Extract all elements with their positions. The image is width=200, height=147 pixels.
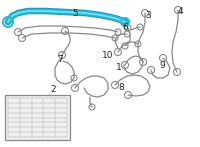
Bar <box>5 95 70 140</box>
Text: 5: 5 <box>72 10 78 19</box>
Text: 8: 8 <box>118 83 124 92</box>
Text: 3: 3 <box>145 10 151 20</box>
Text: 7: 7 <box>57 56 63 65</box>
Text: 10: 10 <box>102 51 114 60</box>
Text: 2: 2 <box>50 86 56 95</box>
Text: 9: 9 <box>159 61 165 70</box>
Text: 6: 6 <box>122 24 128 32</box>
Text: 4: 4 <box>177 7 183 16</box>
Text: 1: 1 <box>116 64 122 72</box>
